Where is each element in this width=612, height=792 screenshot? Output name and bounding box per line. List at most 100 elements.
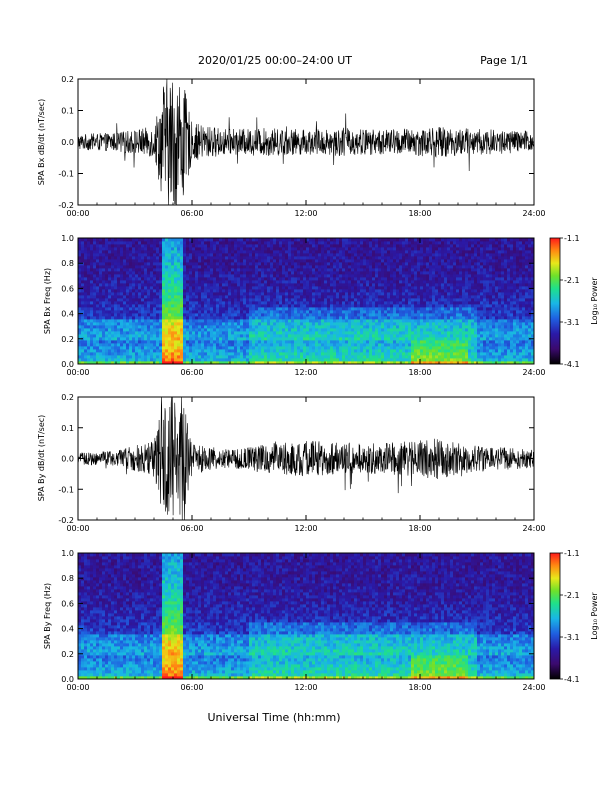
spectrogram-cell bbox=[423, 283, 427, 287]
spectrogram-cell bbox=[261, 316, 265, 320]
spectrogram-cell bbox=[141, 310, 145, 314]
spectrogram-cell bbox=[135, 307, 139, 311]
spectrogram-cell bbox=[189, 268, 193, 272]
spectrogram-cell bbox=[147, 247, 151, 251]
spectrogram-cell bbox=[207, 334, 211, 338]
spectrogram-cell bbox=[183, 238, 187, 242]
spectrogram-cell bbox=[126, 241, 130, 245]
spectrogram-cell bbox=[279, 241, 283, 245]
spectrogram-cell bbox=[342, 331, 346, 335]
spectrogram-cell bbox=[93, 247, 97, 251]
spectrogram-cell bbox=[240, 265, 244, 269]
spectrogram-cell bbox=[354, 289, 358, 293]
spectrogram-cell bbox=[366, 253, 370, 257]
spectrogram-cell bbox=[189, 355, 193, 359]
spectrogram-cell bbox=[378, 259, 382, 263]
spectrogram-cell bbox=[381, 286, 385, 290]
spectrogram-cell bbox=[210, 313, 214, 317]
spectrogram-cell bbox=[159, 319, 163, 323]
spectrogram-cell bbox=[177, 241, 181, 245]
spectrogram-cell bbox=[309, 304, 313, 308]
spectrogram-cell bbox=[276, 238, 280, 242]
spectrogram-cell bbox=[396, 322, 400, 326]
spectrogram-cell bbox=[348, 331, 352, 335]
spectrogram-cell bbox=[339, 346, 343, 350]
spectrogram-cell bbox=[318, 340, 322, 344]
spectrogram-cell bbox=[411, 280, 415, 284]
spectrogram-cell bbox=[306, 334, 310, 338]
spectrogram-cell bbox=[105, 361, 109, 365]
spectrogram-cell bbox=[366, 301, 370, 305]
spectrogram-cell bbox=[309, 307, 313, 311]
spectrogram-cell bbox=[267, 274, 271, 278]
spectrogram-cell bbox=[87, 238, 91, 242]
spectrogram-cell bbox=[105, 292, 109, 296]
spectrogram-cell bbox=[180, 340, 184, 344]
spectrogram-cell bbox=[153, 298, 157, 302]
spectrogram-cell bbox=[81, 250, 85, 254]
spectrogram-cell bbox=[363, 328, 367, 332]
spectrogram-cell bbox=[360, 358, 364, 362]
spectrogram-cell bbox=[243, 283, 247, 287]
spectrogram-cell bbox=[267, 250, 271, 254]
spectrogram-cell bbox=[78, 361, 82, 365]
spectrogram-cell bbox=[168, 253, 172, 257]
spectrogram-cell bbox=[387, 337, 391, 341]
spectrogram-cell bbox=[291, 250, 295, 254]
spectrogram-cell bbox=[117, 265, 121, 269]
spectrogram-cell bbox=[138, 316, 142, 320]
spectrogram-cell bbox=[213, 241, 217, 245]
spectrogram-cell bbox=[156, 238, 160, 242]
spectrogram-cell bbox=[87, 319, 91, 323]
spectrogram-cell bbox=[414, 316, 418, 320]
spectrogram-cell bbox=[180, 250, 184, 254]
spectrogram-cell bbox=[162, 307, 166, 311]
spectrogram-cell bbox=[147, 256, 151, 260]
spectrogram-cell bbox=[411, 283, 415, 287]
spectrogram-cell bbox=[246, 247, 250, 251]
spectrogram-cell bbox=[159, 301, 163, 305]
spectrogram-cell bbox=[246, 343, 250, 347]
spectrogram-cell bbox=[168, 259, 172, 263]
spectrogram-cell bbox=[333, 262, 337, 266]
spectrogram-cell bbox=[135, 295, 139, 299]
spectrogram-cell bbox=[258, 250, 262, 254]
spectrogram-cell bbox=[174, 361, 178, 365]
spectrogram-cell bbox=[264, 277, 268, 281]
spectrogram-cell bbox=[324, 238, 328, 242]
spectrogram-cell bbox=[384, 256, 388, 260]
spectrogram-cell bbox=[168, 289, 172, 293]
spectrogram-cell bbox=[309, 355, 313, 359]
spectrogram-cell bbox=[267, 304, 271, 308]
spectrogram-cell bbox=[393, 331, 397, 335]
spectrogram-cell bbox=[210, 271, 214, 275]
spectrogram-cell bbox=[105, 277, 109, 281]
panel-bx-timeseries: -0.2-0.10.00.10.2 00:00 06:00 12:00 18:00 24… bbox=[37, 75, 546, 218]
spectrogram-cell bbox=[423, 313, 427, 317]
spectrogram-cell bbox=[426, 271, 430, 275]
spectrogram-cell bbox=[294, 355, 298, 359]
spectrogram-cell bbox=[414, 307, 418, 311]
spectrogram-cell bbox=[231, 292, 235, 296]
spectrogram-cell bbox=[84, 286, 88, 290]
spectrogram-cell bbox=[225, 292, 229, 296]
spectrogram-cell bbox=[234, 268, 238, 272]
spectrogram-cell bbox=[375, 277, 379, 281]
spectrogram-cell bbox=[351, 250, 355, 254]
spectrogram-cell bbox=[309, 349, 313, 353]
spectrogram-cell bbox=[147, 253, 151, 257]
spectrogram-cell bbox=[357, 349, 361, 353]
spectrogram-cell bbox=[387, 283, 391, 287]
spectrogram-cell bbox=[225, 301, 229, 305]
spectrogram-cell bbox=[321, 247, 325, 251]
spectrogram-cell bbox=[357, 346, 361, 350]
spectrogram-cell bbox=[351, 283, 355, 287]
spectrogram-cell bbox=[351, 331, 355, 335]
spectrogram-cell bbox=[177, 244, 181, 248]
spectrogram-cell bbox=[237, 283, 241, 287]
spectrogram-cell bbox=[411, 346, 415, 350]
spectrogram-cell bbox=[288, 361, 292, 365]
spectrogram-cell bbox=[93, 346, 97, 350]
spectrogram-cell bbox=[357, 307, 361, 311]
spectrogram-cell bbox=[300, 271, 304, 275]
